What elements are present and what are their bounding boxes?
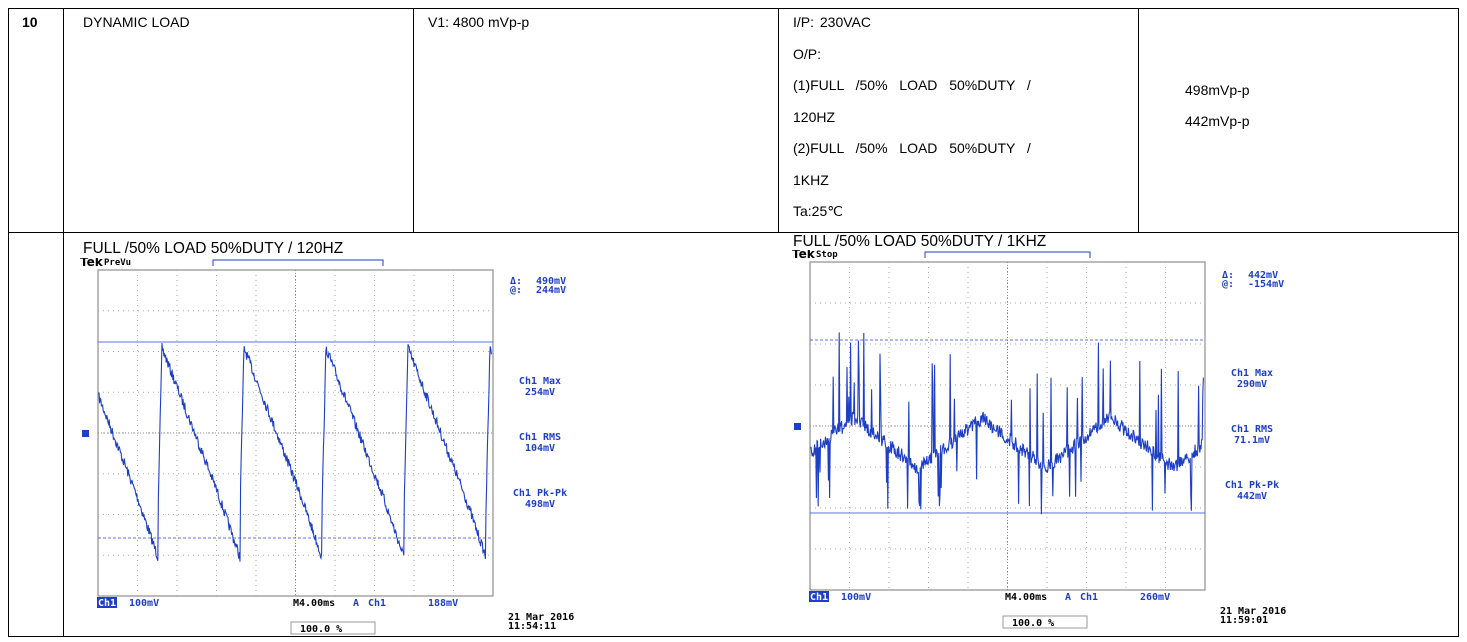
document: 10 DYNAMIC LOAD V1: 4800 mVp-p FULL /50%… bbox=[0, 0, 1467, 642]
measurement-value: 290mV bbox=[1237, 379, 1267, 390]
result-value: 498mVp-p bbox=[1185, 81, 1250, 99]
trigger-bar bbox=[925, 252, 1090, 258]
border bbox=[8, 8, 9, 637]
measurement-value: 104mV bbox=[525, 443, 555, 454]
condition-line: Ta:25℃ bbox=[793, 202, 843, 220]
result-value: 442mVp-p bbox=[1185, 112, 1250, 130]
scope-status: Stop bbox=[816, 250, 838, 260]
border bbox=[1138, 8, 1139, 233]
measurement-label: Ch1 RMS bbox=[1231, 424, 1273, 435]
trigger-mode: A bbox=[353, 598, 359, 609]
border bbox=[778, 8, 779, 233]
item: DYNAMIC LOAD bbox=[83, 13, 190, 31]
trigger-level: 260mV bbox=[1140, 592, 1170, 603]
condition-line: (1)FULL /50% LOAD 50%DUTY / bbox=[793, 76, 1031, 94]
border bbox=[8, 8, 1459, 9]
measurement-value: 442mV bbox=[1237, 491, 1267, 502]
condition-line: (2)FULL /50% LOAD 50%DUTY / bbox=[793, 139, 1031, 157]
figure-caption: FULL /50% LOAD 50%DUTY / 1KHZ bbox=[793, 233, 1046, 251]
ground-marker bbox=[794, 423, 801, 430]
border bbox=[413, 8, 414, 233]
measurement-value: 498mV bbox=[525, 499, 555, 510]
at-label: @: bbox=[510, 285, 522, 296]
scope-status: PreVu bbox=[104, 258, 131, 268]
scope-brand: Tek bbox=[80, 258, 104, 269]
channel: Ch1 bbox=[810, 592, 828, 603]
trigger-source: Ch1 bbox=[368, 598, 386, 609]
spec: V1: 4800 mVp-p bbox=[428, 13, 529, 31]
border bbox=[8, 232, 1459, 233]
scale: 100mV bbox=[841, 592, 871, 603]
zoom: 100.0 % bbox=[1012, 618, 1054, 629]
border bbox=[63, 8, 64, 637]
time: 11:59:01 bbox=[1220, 615, 1268, 626]
trigger-mode: A bbox=[1065, 592, 1071, 603]
at-value: -154mV bbox=[1248, 279, 1284, 290]
border bbox=[1458, 8, 1459, 637]
scale: 100mV bbox=[129, 598, 159, 609]
trigger-source: Ch1 bbox=[1080, 592, 1098, 603]
measurement-label: Ch1 Max bbox=[519, 376, 561, 387]
time: 11:54:11 bbox=[508, 621, 556, 632]
zoom: 100.0 % bbox=[300, 624, 342, 635]
measurement-label: Ch1 Pk-Pk bbox=[513, 488, 567, 499]
channel: Ch1 bbox=[98, 598, 116, 609]
condition-line: 1KHZ bbox=[793, 171, 829, 189]
measurement-value: 254mV bbox=[525, 387, 555, 398]
measurement-label: Ch1 Max bbox=[1231, 368, 1273, 379]
ground-marker bbox=[82, 430, 89, 437]
condition-line: O/P: bbox=[793, 45, 821, 63]
scope-brand: Tek bbox=[792, 250, 816, 261]
measurement-label: Ch1 RMS bbox=[519, 432, 561, 443]
at-value: 244mV bbox=[536, 285, 566, 296]
condition-line: 120HZ bbox=[793, 108, 835, 126]
measurement-value: 71.1mV bbox=[1234, 435, 1270, 446]
at-label: @: bbox=[1222, 279, 1234, 290]
trigger-bar bbox=[213, 260, 383, 266]
condition-line: I/P: 230VAC bbox=[793, 13, 871, 31]
trigger-level: 188mV bbox=[428, 598, 458, 609]
row-number: 10 bbox=[22, 13, 38, 31]
timebase: M4.00ms bbox=[1005, 592, 1047, 603]
border bbox=[8, 636, 1459, 637]
figure-caption: FULL /50% LOAD 50%DUTY / 120HZ bbox=[83, 240, 343, 258]
measurement-label: Ch1 Pk-Pk bbox=[1225, 480, 1279, 491]
timebase: M4.00ms bbox=[293, 598, 335, 609]
